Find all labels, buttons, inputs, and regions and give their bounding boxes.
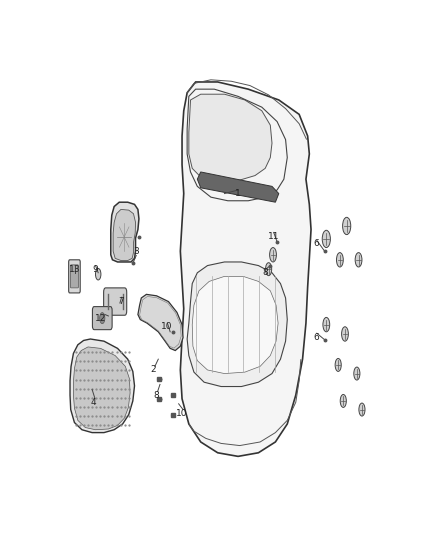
Circle shape [359,403,365,416]
Text: 10: 10 [161,322,173,332]
Circle shape [355,253,362,267]
Text: 8: 8 [154,391,159,400]
Polygon shape [180,82,311,456]
Text: 9: 9 [92,265,99,273]
Circle shape [340,394,346,407]
Circle shape [336,253,343,267]
Polygon shape [192,277,278,374]
Polygon shape [197,172,279,202]
Text: 8: 8 [262,268,268,277]
FancyBboxPatch shape [69,260,80,293]
Polygon shape [113,209,135,261]
FancyBboxPatch shape [104,288,127,315]
Polygon shape [74,347,130,430]
Text: 2: 2 [150,366,156,375]
Text: 6: 6 [313,333,319,342]
Circle shape [335,359,341,372]
Polygon shape [189,94,272,181]
Circle shape [323,318,330,332]
Text: 12: 12 [95,313,106,322]
Polygon shape [70,339,134,433]
Polygon shape [138,294,183,351]
Text: 10: 10 [176,409,188,418]
Text: 7: 7 [118,297,124,306]
Polygon shape [111,202,139,262]
Circle shape [265,263,272,276]
Circle shape [322,230,330,247]
Circle shape [100,312,105,324]
Circle shape [95,269,101,280]
Text: 6: 6 [313,239,319,248]
Text: 11: 11 [268,232,279,241]
Circle shape [354,367,360,380]
Circle shape [270,247,276,262]
Circle shape [342,327,348,341]
Text: 1: 1 [235,189,241,198]
FancyBboxPatch shape [71,265,78,288]
Text: 4: 4 [91,398,97,407]
Text: 13: 13 [69,265,81,273]
FancyBboxPatch shape [92,306,112,329]
Polygon shape [187,262,287,386]
Circle shape [343,217,351,235]
Text: 3: 3 [133,247,139,256]
